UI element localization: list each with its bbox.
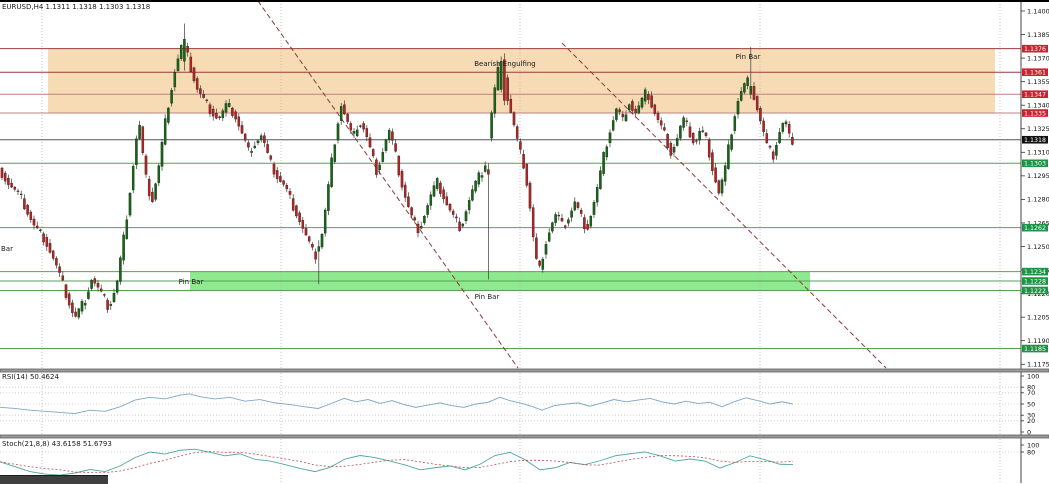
price-badge-1.1262: 1.1262: [1022, 223, 1048, 232]
pin-bar-bottom-label[interactable]: Pin Bar: [474, 293, 500, 301]
price-badge-1.1347: 1.1347: [1022, 90, 1048, 99]
price-badge-1.1335: 1.1335: [1022, 109, 1048, 117]
svg-text:1.1335: 1.1335: [1024, 110, 1046, 117]
svg-text:1.1234: 1.1234: [1024, 269, 1046, 276]
svg-text:1.1222: 1.1222: [1024, 288, 1046, 295]
panel-divider-rsi[interactable]: [0, 368, 1049, 373]
svg-text:1.1376: 1.1376: [1024, 46, 1046, 53]
price-badge-1.1228: 1.1228: [1022, 277, 1048, 285]
axis-label: 0: [1027, 428, 1031, 436]
rsi-indicator-label: RSI(14) 50.4624: [2, 373, 59, 381]
svg-text:1.1318: 1.1318: [1024, 137, 1046, 144]
axis-label: 1.1385: [1027, 31, 1049, 39]
price-badge-1.1185: 1.1185: [1022, 344, 1048, 353]
rsi-line: [0, 393, 794, 414]
axis-label: 1.1280: [1027, 196, 1049, 204]
axis-label: 100: [1027, 372, 1039, 380]
svg-text:1.1347: 1.1347: [1024, 92, 1046, 99]
axis-label: 100: [1027, 441, 1039, 449]
pin-bar-left-clipped-label[interactable]: Bar: [1, 245, 13, 253]
price-badge-1.1234: 1.1234: [1022, 267, 1048, 276]
axis-label: 1.1250: [1027, 243, 1049, 251]
pin-bar-top-label[interactable]: Pin Bar: [735, 53, 761, 61]
candlestick-series: [0, 23, 794, 320]
axis-label: 1.1370: [1027, 54, 1049, 62]
svg-text:1.1361: 1.1361: [1024, 70, 1046, 77]
price-badge-1.1303: 1.1303: [1022, 159, 1048, 168]
price-badge-1.1376: 1.1376: [1022, 44, 1048, 53]
svg-text:1.1185: 1.1185: [1024, 346, 1046, 353]
axis-label: 1.1310: [1027, 149, 1049, 157]
axis-label: 80: [1027, 448, 1035, 456]
pin-bar-zone-label[interactable]: Pin Bar: [178, 278, 204, 286]
axis-label: 1.1355: [1027, 78, 1049, 86]
axis-label: 70: [1027, 389, 1035, 397]
axis-label: 1.1205: [1027, 313, 1049, 321]
axis-label: 20: [1027, 417, 1035, 425]
svg-text:1.1262: 1.1262: [1024, 225, 1046, 232]
panel-divider-stoch[interactable]: [0, 434, 1049, 439]
price-badge-1.1318: 1.1318: [1022, 135, 1048, 144]
descending-trendline-1[interactable]: [257, 1, 519, 369]
svg-text:1.1228: 1.1228: [1024, 278, 1046, 285]
price-axis[interactable]: [1022, 1, 1049, 483]
stoch-k-line: [0, 448, 794, 476]
axis-label: 30: [1027, 412, 1035, 420]
axis-label: 1.1295: [1027, 172, 1049, 180]
axis-label: 1.1400: [1027, 7, 1049, 15]
supply-zone-rectangle[interactable]: [48, 48, 995, 114]
axis-label: 1.1340: [1027, 102, 1049, 110]
axis-label: 1.1325: [1027, 125, 1049, 133]
chart-symbol-label: EURUSD,H4 1.1311 1.1318 1.1303 1.1318: [2, 3, 151, 11]
axis-label: 1.1190: [1027, 337, 1049, 345]
bearish-engulfing-label[interactable]: Bearish Engulfing: [474, 60, 536, 68]
axis-label: 50: [1027, 400, 1035, 408]
axis-label: 1.1175: [1027, 361, 1049, 369]
price-badge-1.1361: 1.1361: [1022, 68, 1048, 77]
stoch-d-line: [0, 451, 794, 474]
svg-text:1.1303: 1.1303: [1024, 161, 1046, 168]
price-badge-1.1222: 1.1222: [1022, 286, 1048, 295]
taskbar-fragment[interactable]: [0, 475, 108, 484]
axis-label: 1.1265: [1027, 219, 1049, 227]
stoch-indicator-label: Stoch(21,8,8) 43.6158 51.6793: [2, 440, 112, 448]
axis-label: 80: [1027, 384, 1035, 392]
descending-trendline-2[interactable]: [561, 42, 887, 369]
